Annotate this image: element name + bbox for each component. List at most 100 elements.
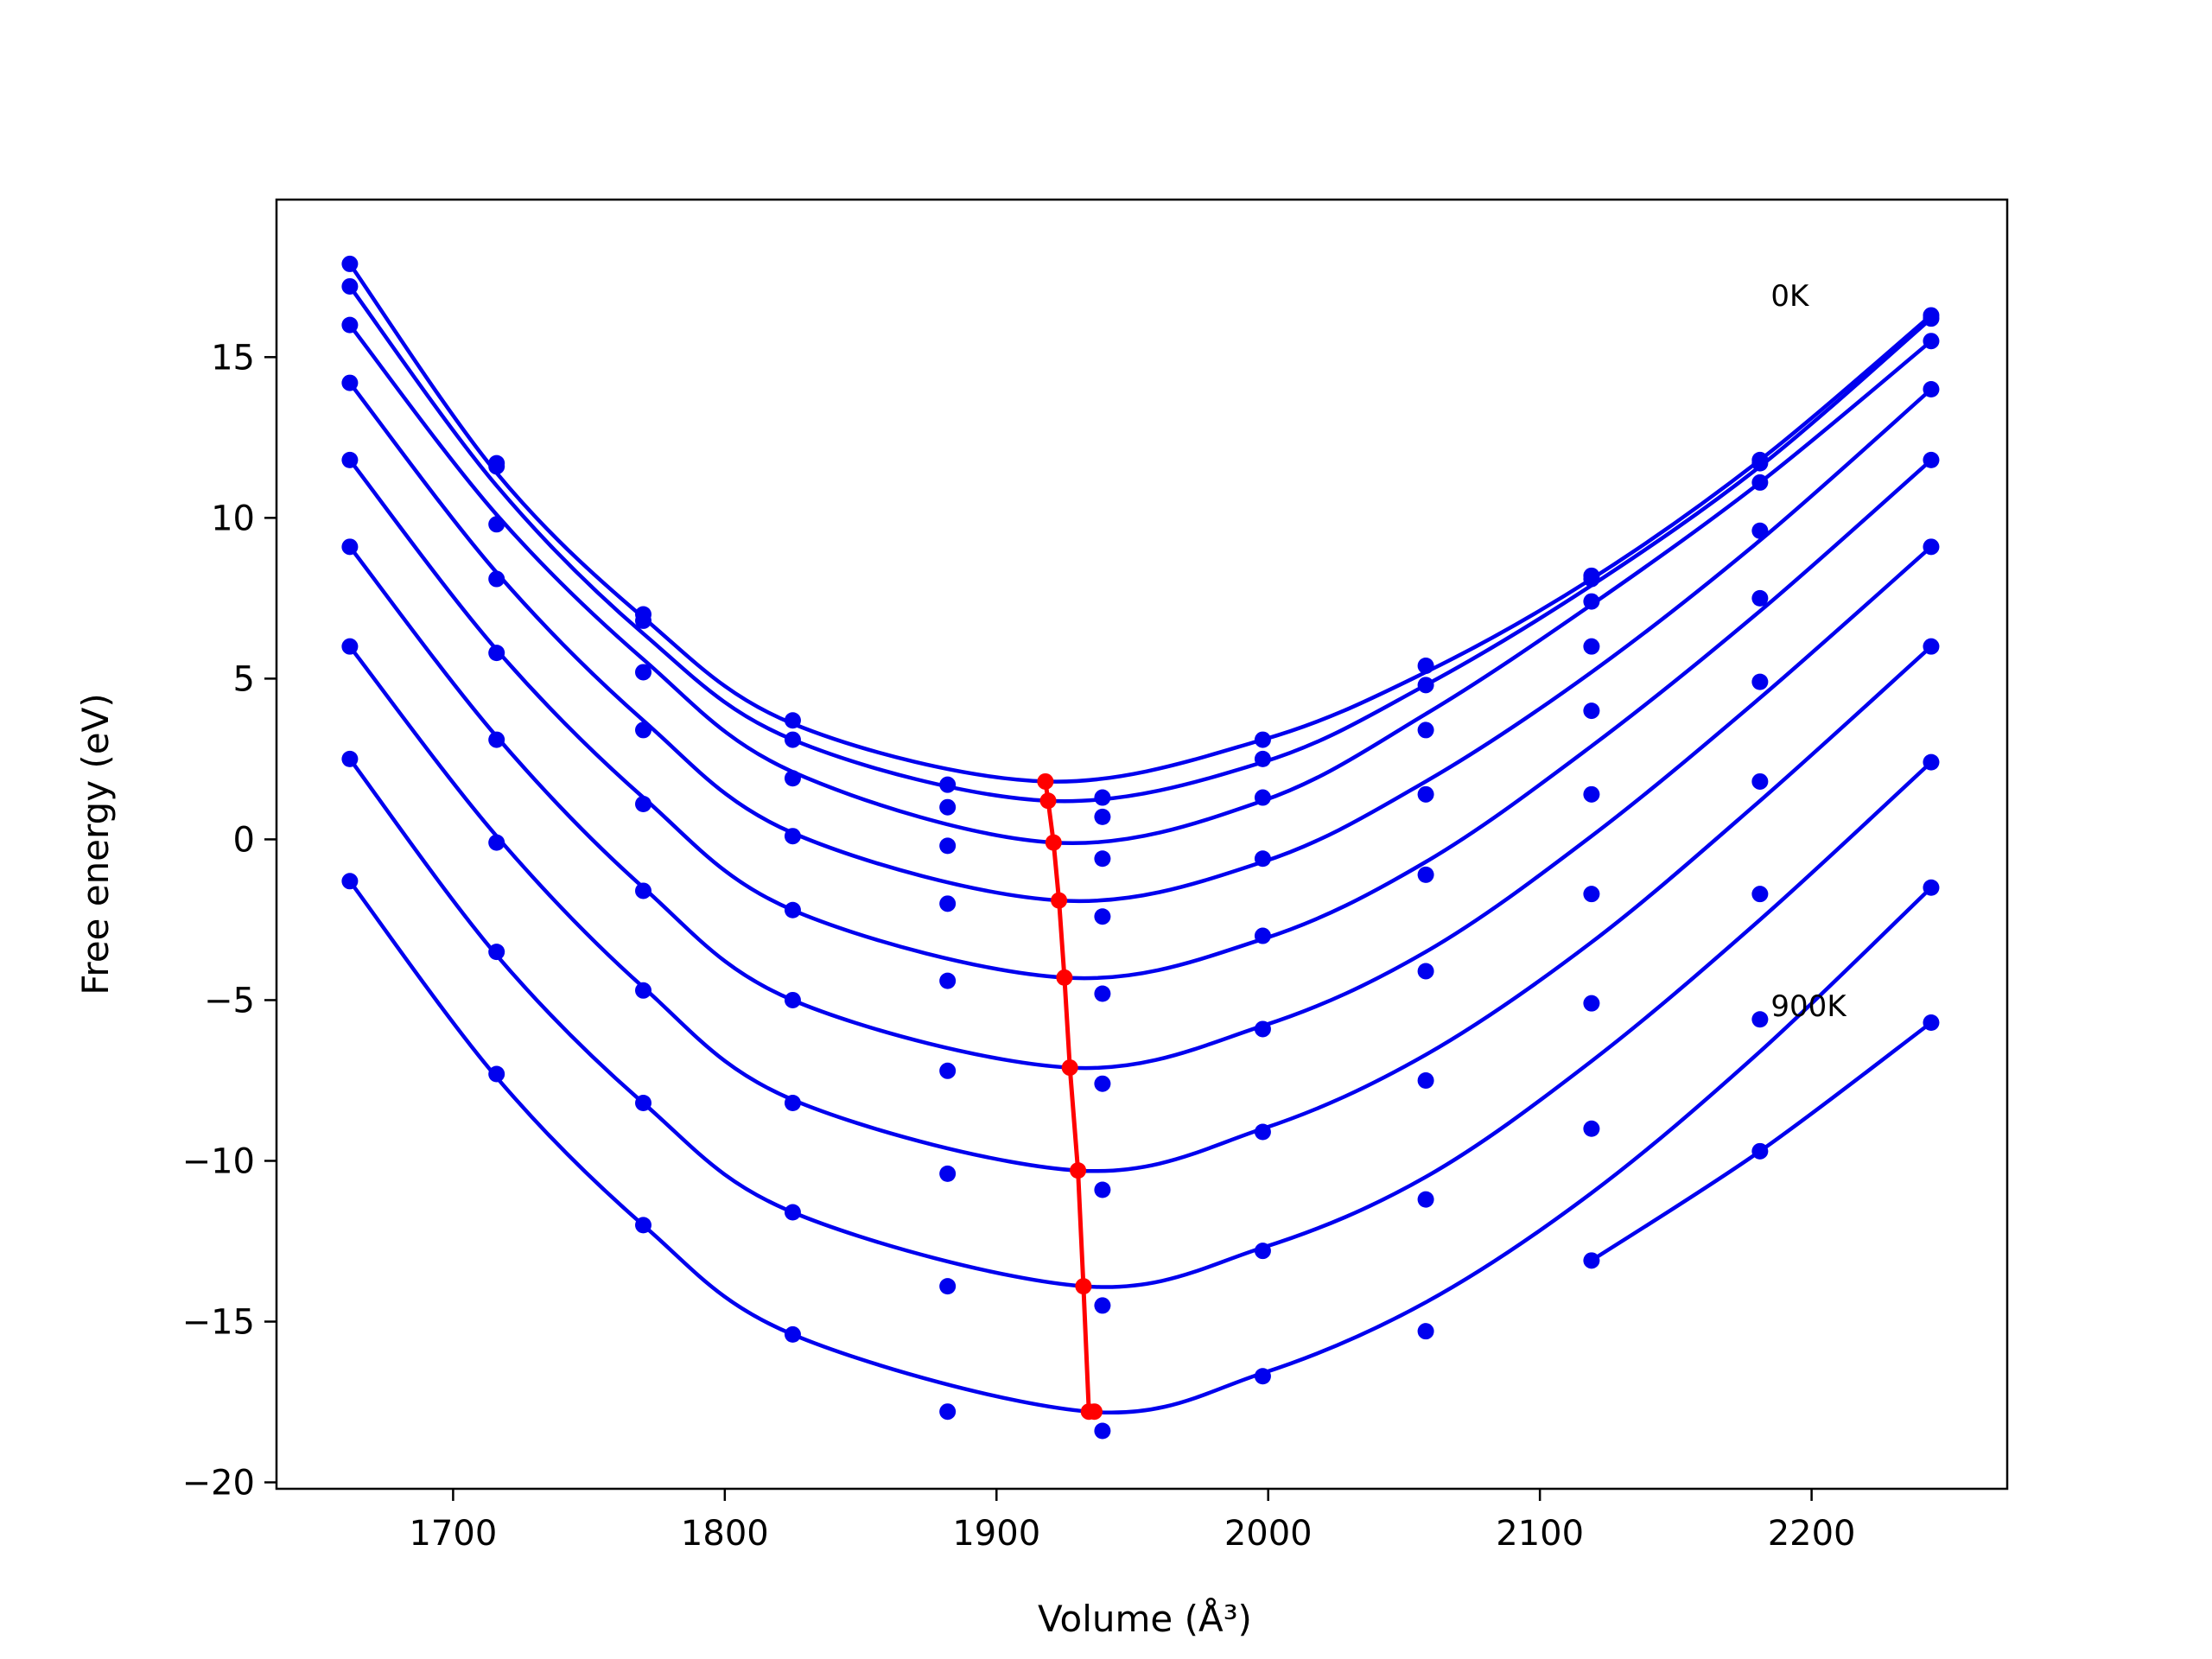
data-point-s2-3	[784, 770, 801, 787]
data-point-s4-1	[488, 645, 505, 662]
data-point-s4-10	[1923, 451, 1940, 468]
data-point-s6-10	[1923, 638, 1940, 655]
data-point-s0-4	[939, 776, 957, 793]
data-point-s5-9	[1751, 673, 1769, 690]
data-point-s3-5	[1094, 908, 1111, 925]
data-point-s8-3	[784, 1325, 801, 1343]
data-point-s8-1	[488, 1065, 505, 1083]
data-point-s1-6	[1254, 750, 1271, 767]
data-point-s5-7	[1417, 963, 1434, 980]
y-tick-label--10: −10	[182, 1141, 255, 1181]
data-point-s5-1	[488, 731, 505, 748]
data-point-s1-4	[939, 798, 957, 816]
data-point-s9-10	[1923, 1014, 1940, 1031]
fit-curve-5	[348, 545, 1933, 1071]
minima-point-1	[1039, 792, 1057, 810]
minima-point-7	[1075, 1278, 1092, 1295]
data-point-s3-4	[939, 895, 957, 912]
x-tick-label-2000: 2000	[1224, 1514, 1313, 1554]
minima-point-0	[1037, 772, 1054, 790]
data-point-s2-6	[1254, 789, 1271, 806]
data-point-s8-10	[1923, 879, 1940, 896]
data-point-s4-2	[634, 795, 652, 812]
data-point-s1-0	[341, 277, 359, 295]
data-point-s8-0	[341, 873, 359, 890]
data-point-s3-8	[1583, 638, 1600, 655]
data-point-s1-5	[1094, 808, 1111, 825]
y-tick-label-15: 15	[211, 338, 255, 378]
y-tick-label-5: 5	[233, 659, 255, 699]
data-point-s7-2	[634, 1095, 652, 1112]
data-point-s0-0	[341, 255, 359, 272]
data-point-s4-4	[939, 972, 957, 989]
data-point-s6-5	[1094, 1181, 1111, 1198]
data-point-s8-4	[939, 1403, 957, 1421]
data-point-s3-7	[1417, 785, 1434, 803]
fit-curve-0	[348, 263, 1933, 784]
data-point-s8-5	[1094, 1422, 1111, 1440]
x-tick-label-1900: 1900	[952, 1514, 1040, 1554]
data-point-s7-7	[1417, 1191, 1434, 1208]
minima-point-5	[1061, 1059, 1078, 1077]
data-point-s3-10	[1923, 381, 1940, 398]
data-point-s6-9	[1751, 772, 1769, 790]
data-point-s1-9	[1751, 454, 1769, 472]
data-point-s7-0	[341, 750, 359, 767]
data-point-s7-4	[939, 1278, 957, 1295]
minima-line	[1043, 781, 1095, 1414]
data-point-s6-8	[1583, 886, 1600, 903]
data-point-s7-9	[1751, 886, 1769, 903]
data-point-s7-8	[1583, 995, 1600, 1012]
axes-frame	[275, 198, 2009, 1491]
data-point-s7-1	[488, 944, 505, 961]
x-tick-label-2100: 2100	[1496, 1514, 1584, 1554]
data-point-s0-7	[1417, 658, 1434, 675]
annotations: 0K 900K	[1770, 279, 1847, 1024]
annotation-1: 900K	[1770, 989, 1847, 1024]
data-point-s0-5	[1094, 789, 1111, 806]
minima-point-3	[1051, 892, 1068, 909]
plot-area	[341, 255, 1940, 1440]
data-point-s6-4	[939, 1165, 957, 1182]
data-point-s5-0	[341, 538, 359, 556]
data-point-s8-9	[1751, 1011, 1769, 1028]
data-point-s6-0	[341, 638, 359, 655]
y-tick-label-0: 0	[233, 820, 255, 860]
data-point-s7-3	[784, 1204, 801, 1221]
data-point-s4-7	[1417, 866, 1434, 883]
data-point-s6-6	[1254, 1123, 1271, 1141]
data-point-s2-2	[634, 664, 652, 681]
fit-curve-8	[348, 880, 1933, 1414]
data-point-s5-8	[1583, 785, 1600, 803]
data-point-s2-7	[1417, 721, 1434, 739]
data-point-s1-2	[634, 612, 652, 629]
data-point-s8-7	[1417, 1323, 1434, 1340]
data-point-s6-2	[634, 982, 652, 999]
data-point-s1-3	[784, 731, 801, 748]
x-tick-label-1700: 1700	[409, 1514, 497, 1554]
data-point-s4-0	[341, 451, 359, 468]
data-point-s2-8	[1583, 593, 1600, 610]
fit-curve-7	[348, 758, 1933, 1289]
data-point-s5-4	[939, 1062, 957, 1079]
data-point-s1-8	[1583, 570, 1600, 588]
data-point-s0-3	[784, 712, 801, 729]
fit-curve-2	[348, 323, 1933, 846]
axis-ticks: 1700 1800 1900 2000 2100 2200 −20 −15 −10 −5 0 5 10 1…	[182, 338, 1856, 1554]
data-point-s2-9	[1751, 474, 1769, 491]
data-point-s7-6	[1254, 1243, 1271, 1260]
data-point-s2-5	[1094, 850, 1111, 868]
data-point-s5-10	[1923, 538, 1940, 556]
data-point-s5-3	[784, 991, 801, 1008]
data-point-s6-3	[784, 1095, 801, 1112]
data-point-s3-3	[784, 828, 801, 845]
fit-curve-6	[348, 645, 1933, 1173]
data-point-s3-9	[1751, 522, 1769, 539]
data-point-s7-10	[1923, 753, 1940, 771]
data-point-s6-1	[488, 834, 505, 851]
data-point-s5-6	[1254, 1020, 1271, 1038]
data-point-s1-7	[1417, 677, 1434, 694]
data-point-s4-6	[1254, 927, 1271, 944]
